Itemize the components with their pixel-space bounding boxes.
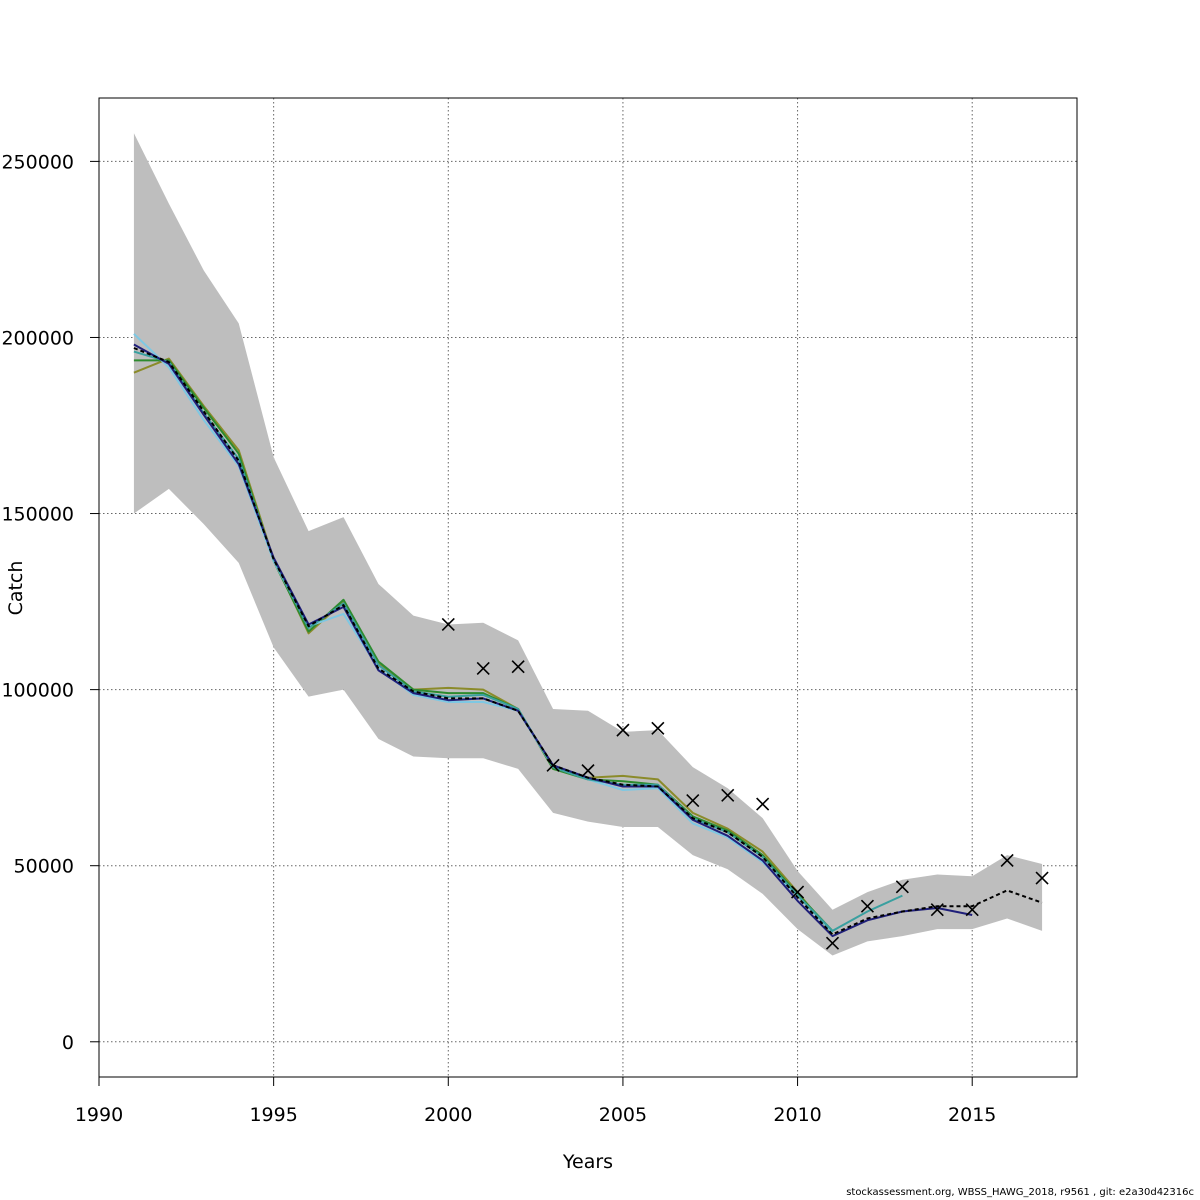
observed-point [546,758,560,772]
observed-point [581,764,595,778]
observed-point-stroke [1000,853,1014,867]
series-lines-layer [133,333,1043,938]
observed-point-stroke [651,721,665,735]
confidence-band [133,133,1043,956]
x-tick-label: 2015 [948,1104,996,1126]
observed-point [895,880,909,894]
observed-point-stroke [825,936,840,950]
x-tick-label: 1990 [75,1104,123,1126]
y-tick-label: 50000 [14,856,74,878]
observed-point-stroke [546,758,560,772]
x-tick-label: 2000 [424,1104,472,1126]
x-tick-label: 1995 [249,1104,297,1126]
observed-point [511,660,525,674]
observed-point-stroke [441,617,455,632]
observed-point [686,793,700,808]
x-tick-label: 2010 [773,1104,821,1126]
observed-point [476,661,490,676]
y-tick-label: 150000 [1,504,74,526]
observed-point [441,617,455,632]
axes: 1990 1995 2000 2005 2010 2015 0 50000 100000 1500… [1,97,1078,1126]
observed-point-stroke [895,880,909,894]
observed-point [616,723,630,737]
observed-point-stroke [756,797,770,811]
observed-point-stroke [860,899,874,913]
footer-credit: stockassessment.org, WBSS_HAWG_2018, r95… [846,1187,1194,1198]
observed-point [825,936,840,950]
y-tick-label: 0 [62,1032,74,1054]
y-tick-label: 200000 [1,327,74,349]
reference-line [133,347,1043,936]
y-tick-label: 100000 [1,680,74,702]
observed-point-stroke [965,903,979,917]
observed-point [651,721,665,735]
observed-point-stroke [1035,871,1049,885]
confidence-band-layer [133,133,1043,956]
observed-point [930,903,944,917]
observed-point-stroke [686,793,700,808]
observed-point [791,885,805,899]
x-tick-label: 2005 [599,1104,647,1126]
x-axis-label: Years [562,1151,613,1173]
observed-point [1000,853,1014,867]
observed-point-stroke [511,660,525,674]
observed-point [965,903,979,917]
observed-point [860,899,874,913]
observed-point-stroke [721,788,735,802]
observed-point [721,788,735,802]
observed-points-layer [441,617,1049,950]
observed-point-stroke [930,903,944,917]
y-axis-label: Catch [5,561,27,616]
observed-point-stroke [581,764,595,778]
observed-point-stroke [791,885,805,899]
observed-point-stroke [616,723,630,737]
observed-point [756,797,770,811]
y-tick-label: 250000 [1,151,74,173]
observed-point [1035,871,1049,885]
observed-point-stroke [476,661,490,676]
